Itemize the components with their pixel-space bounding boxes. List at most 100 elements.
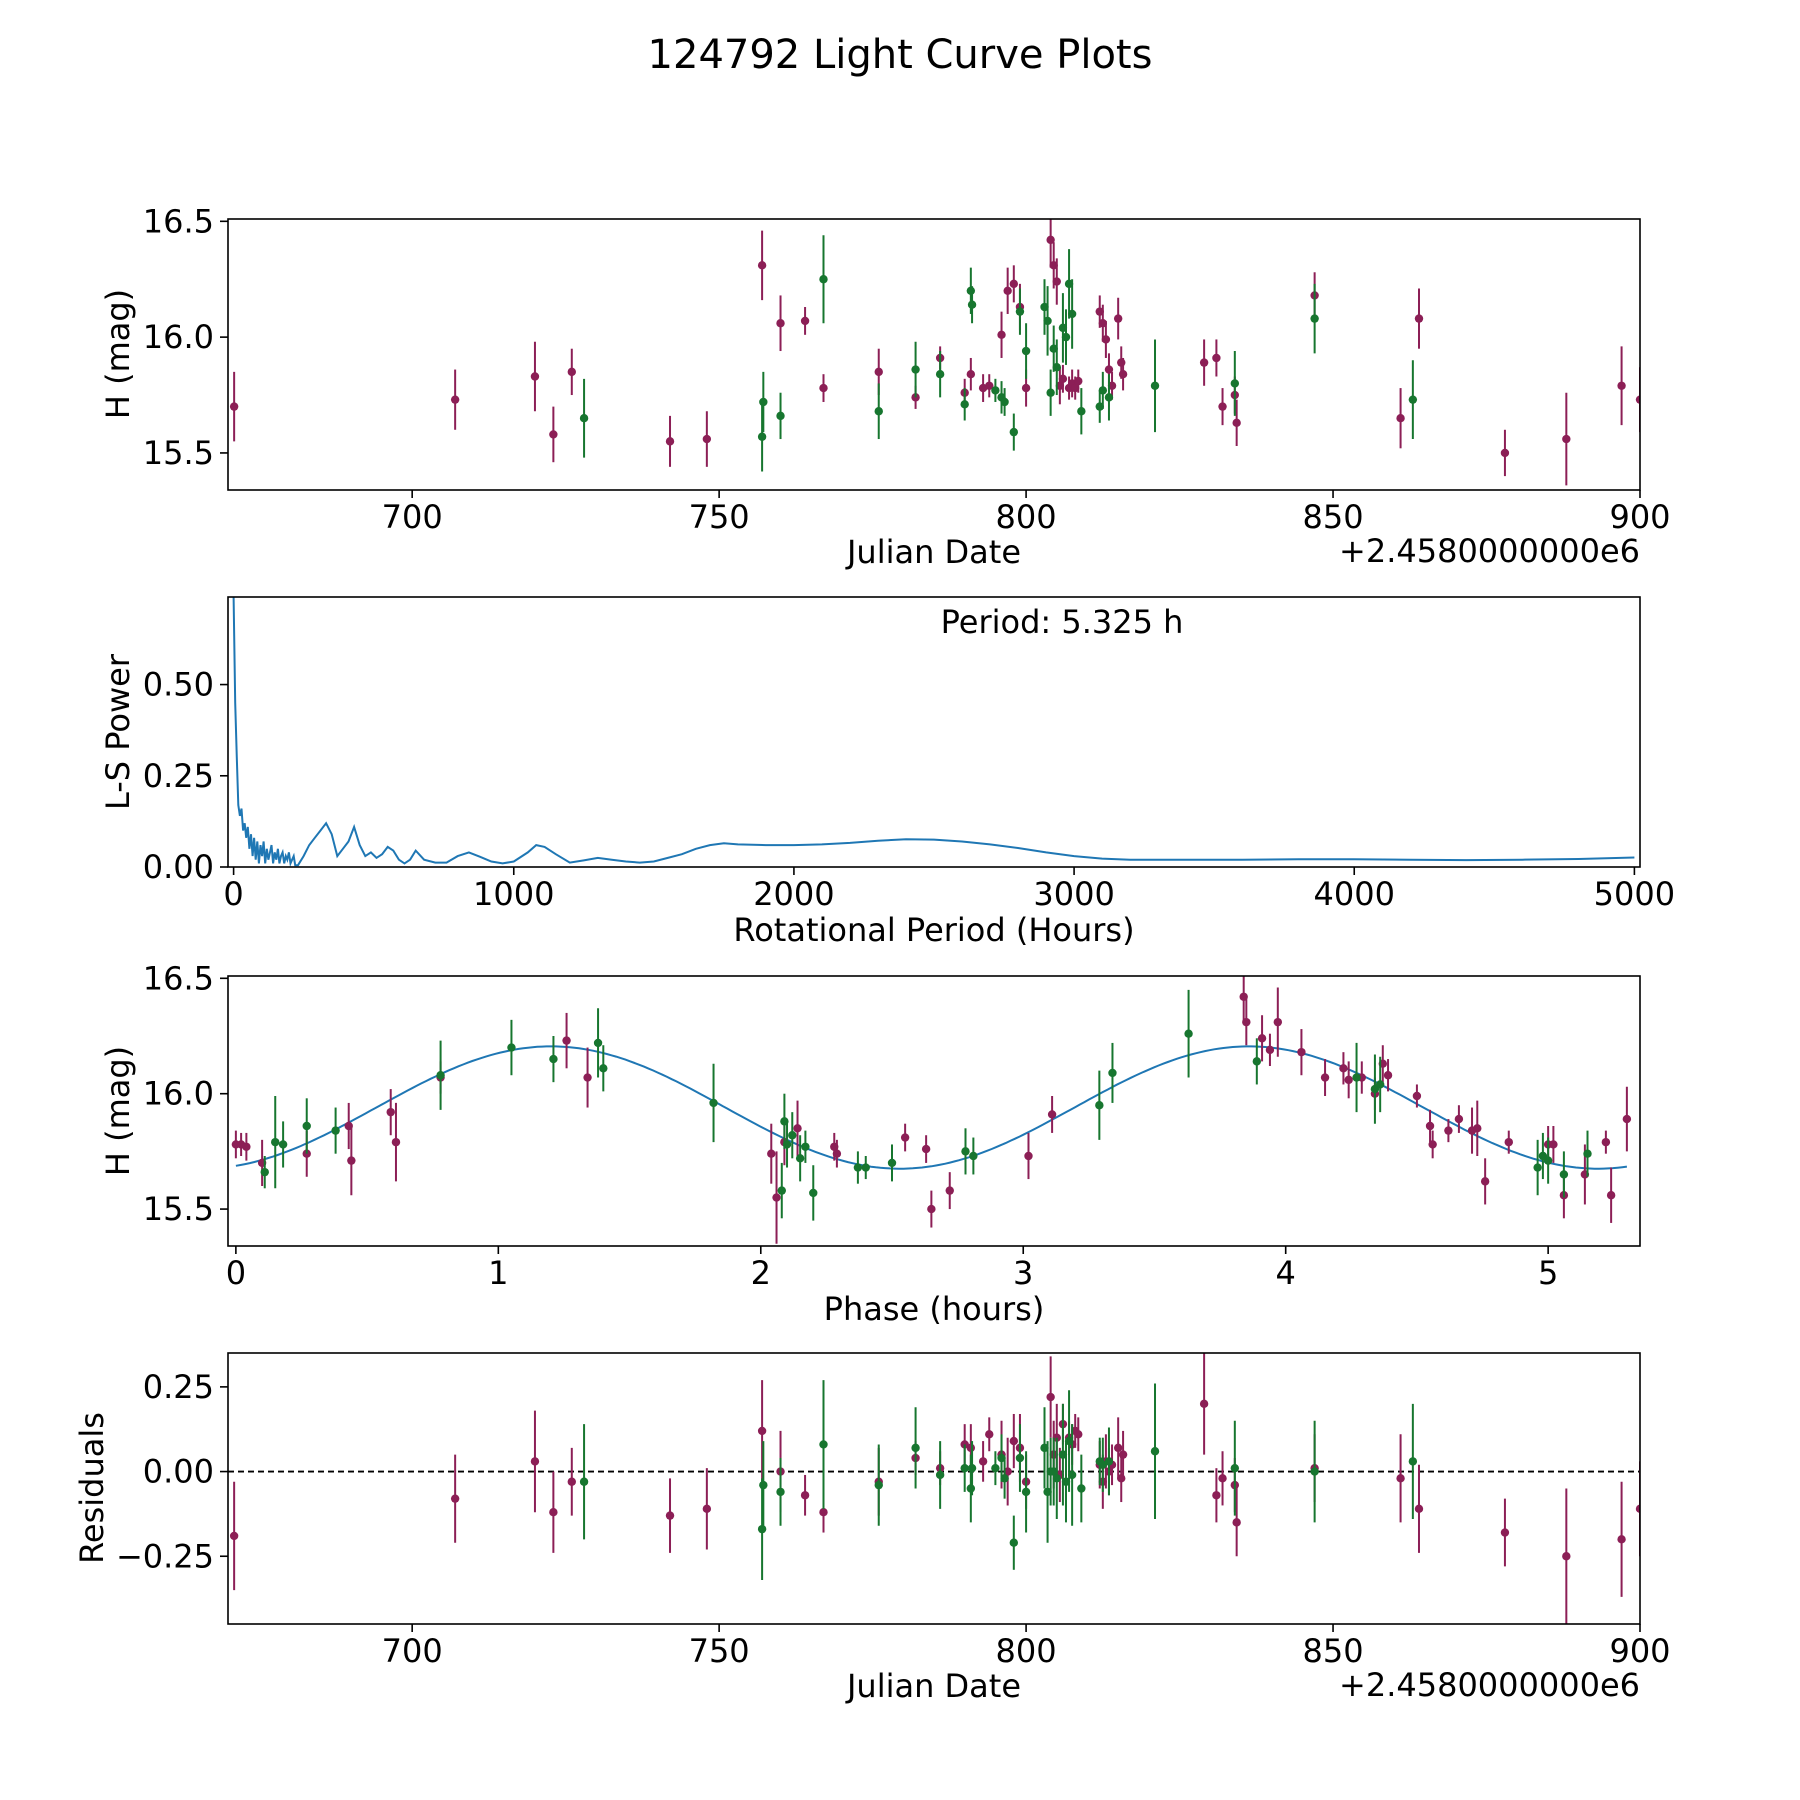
- lightcurve-point: [450, 395, 460, 404]
- phased-point: [772, 1193, 781, 1202]
- phased-point: [945, 1186, 954, 1195]
- residuals-xtick-label: 800: [996, 1632, 1057, 1670]
- phased-point: [1559, 1170, 1569, 1179]
- lightcurve-xtick-label: 800: [996, 498, 1057, 536]
- residuals-point: [579, 1477, 589, 1486]
- residuals-point: [702, 1504, 712, 1514]
- residuals-point: [1052, 1474, 1061, 1483]
- residuals-offset-text: +2.4580000000e6: [1339, 1666, 1640, 1704]
- phased-xtick-label: 4: [1276, 1254, 1296, 1292]
- lightcurve-frame: [227, 218, 1641, 491]
- residuals-xtick-label: 850: [1303, 1632, 1364, 1670]
- phased-point: [1108, 1068, 1117, 1078]
- residuals-point: [1067, 1470, 1077, 1480]
- lightcurve-point: [1118, 369, 1128, 379]
- lightcurve-point: [776, 411, 785, 421]
- lightcurve-point: [960, 400, 969, 409]
- lightcurve-point: [1199, 358, 1209, 367]
- residuals-point: [1074, 1430, 1083, 1439]
- ls-power-line: [232, 597, 1635, 867]
- phased-xtick-label: 5: [1538, 1254, 1558, 1292]
- phased-point: [1252, 1057, 1262, 1066]
- phased-point: [1473, 1124, 1482, 1133]
- lightcurve-point: [567, 367, 576, 377]
- periodogram-ytick-label: 0.00: [143, 848, 214, 886]
- residuals-point: [991, 1463, 1000, 1473]
- phased-point: [853, 1163, 863, 1172]
- residuals-point: [1015, 1453, 1025, 1463]
- phased-ytick-label: 15.5: [143, 1190, 214, 1228]
- phased-point: [1184, 1029, 1193, 1038]
- lightcurve-xtick-label: 700: [382, 498, 443, 536]
- residuals-point: [450, 1494, 460, 1503]
- phased-point: [1454, 1114, 1464, 1124]
- lightcurve-point: [1232, 418, 1241, 428]
- lightcurve-point: [229, 402, 239, 411]
- phased-xtick-label: 0: [226, 1254, 246, 1292]
- phased-point: [1095, 1101, 1104, 1110]
- residuals-point: [757, 1426, 767, 1436]
- lightcurve-point: [1117, 358, 1126, 367]
- lightcurve-point: [1058, 374, 1068, 384]
- residuals-marks: [228, 1353, 1640, 1624]
- residuals-point: [1009, 1436, 1019, 1446]
- phased-point: [1425, 1121, 1435, 1131]
- lightcurve-point: [1074, 376, 1083, 386]
- phased-point: [1320, 1073, 1330, 1082]
- phased-point: [347, 1156, 356, 1165]
- residuals-point: [1199, 1399, 1209, 1409]
- phased-point: [583, 1073, 592, 1082]
- residuals-xtick-label: 700: [382, 1632, 443, 1670]
- phased-point: [1383, 1071, 1393, 1080]
- phased-point: [242, 1142, 251, 1151]
- period-annotation: Period: 5.325 h: [941, 603, 1184, 641]
- lightcurve-ytick-label: 15.5: [143, 434, 214, 472]
- phased-point: [278, 1140, 288, 1149]
- periodogram-ytick-label: 0.25: [143, 757, 214, 795]
- phased-point: [1239, 992, 1248, 1001]
- phased-point: [1601, 1137, 1611, 1147]
- residuals-point: [1230, 1463, 1240, 1473]
- phased-point: [1344, 1075, 1353, 1085]
- phased-xtick-label: 2: [751, 1254, 771, 1292]
- lightcurve-point: [819, 383, 828, 393]
- residuals-xlabel: Julian Date: [845, 1667, 1021, 1705]
- phased-point: [832, 1149, 842, 1158]
- phased-point: [331, 1126, 340, 1135]
- residuals-ytick-label: 0.25: [143, 1368, 214, 1406]
- residuals-point: [567, 1477, 576, 1486]
- periodogram-frame: [227, 596, 1641, 868]
- phased-point: [302, 1121, 311, 1131]
- lightcurve-point: [1635, 395, 1640, 404]
- phased-point: [788, 1131, 797, 1140]
- phased-marks: [231, 976, 1632, 1244]
- residuals-point: [1414, 1504, 1424, 1514]
- lightcurve-point: [549, 430, 558, 439]
- residuals-point: [1021, 1487, 1031, 1497]
- residuals-point: [1396, 1474, 1405, 1483]
- lightcurve-ytick-label: 16.0: [143, 318, 214, 356]
- phased-point: [1339, 1064, 1348, 1073]
- periodogram-marks: [232, 597, 1635, 867]
- residuals-point: [1046, 1392, 1055, 1402]
- periodogram-xtick-label: 4000: [1314, 875, 1395, 913]
- residuals-point: [1104, 1457, 1114, 1466]
- lightcurve-point: [800, 316, 810, 326]
- residuals-point: [1635, 1504, 1640, 1514]
- lightcurve-point: [1021, 383, 1031, 393]
- lightcurve-point: [911, 365, 920, 374]
- phased-point: [1583, 1149, 1592, 1158]
- phased-point: [1428, 1140, 1437, 1149]
- lightcurve-point: [702, 434, 712, 444]
- lightcurve-point: [1077, 407, 1086, 416]
- phased-point: [795, 1154, 805, 1163]
- lightcurve-point: [530, 372, 540, 381]
- phased-point: [1242, 1017, 1251, 1027]
- phased-point: [436, 1071, 445, 1080]
- phased-point: [1543, 1156, 1553, 1165]
- phased-point: [302, 1149, 311, 1158]
- phased-point: [1549, 1140, 1558, 1149]
- phased-point: [1024, 1151, 1033, 1161]
